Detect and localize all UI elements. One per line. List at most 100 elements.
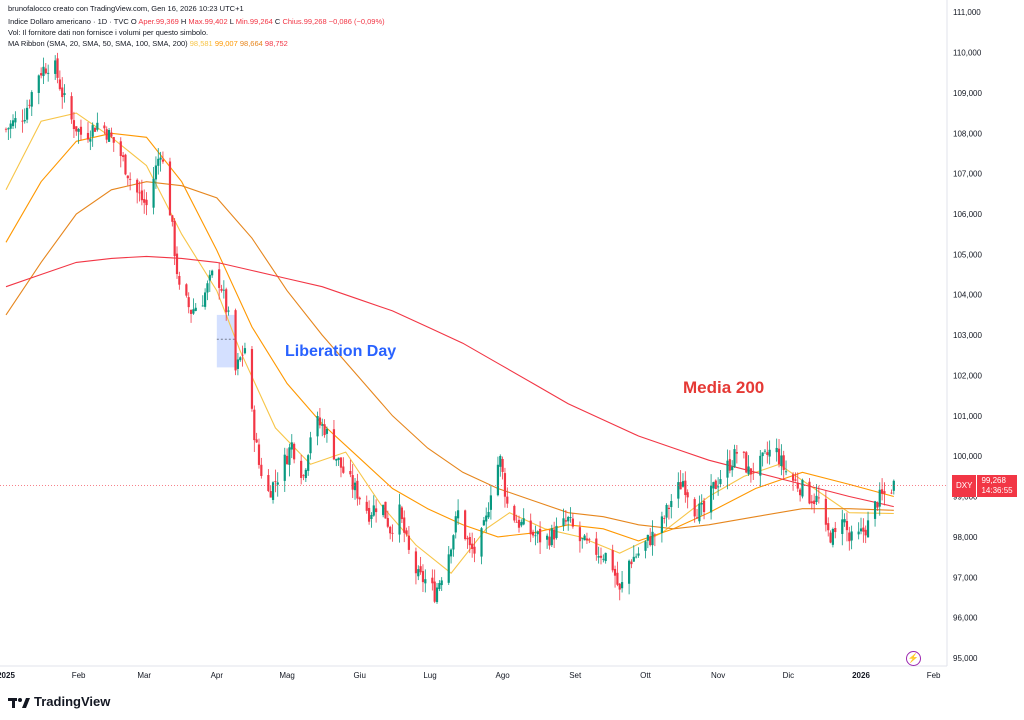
candle-body: [335, 458, 338, 461]
candle-body: [452, 535, 455, 550]
candle-body: [30, 92, 33, 107]
ma100-value: 98,664: [239, 39, 263, 48]
candle-body: [749, 468, 753, 475]
candle-body: [531, 531, 535, 536]
candle-body: [747, 466, 750, 475]
candle-body: [400, 507, 403, 520]
tradingview-logo[interactable]: TradingView: [8, 694, 110, 709]
candle-body: [784, 471, 788, 473]
ma-line-sma-200: [5, 255, 894, 508]
candle-body: [119, 141, 122, 157]
candle-body: [208, 274, 211, 281]
volume-text: Vol: Il fornitore dati non fornisce i vo…: [8, 28, 209, 37]
candle-body: [40, 73, 43, 76]
liberation-day-annotation: Liberation Day: [285, 343, 397, 360]
candle-body: [864, 529, 867, 536]
ma20-value: 98,581: [189, 39, 213, 48]
candle-body: [513, 505, 516, 521]
candle-body: [300, 460, 303, 478]
y-tick-label: 101,000: [953, 412, 982, 421]
candle-body: [79, 126, 83, 135]
y-tick-label: 103,000: [953, 331, 982, 340]
candle-body: [339, 457, 343, 468]
candle-body: [225, 289, 228, 313]
candle-body: [159, 157, 162, 160]
candle-body: [58, 79, 61, 90]
open-value: Aper.99,369: [138, 17, 179, 26]
candle-body: [274, 481, 277, 483]
candle-body: [471, 543, 474, 549]
ma50-value: 99,007: [214, 39, 238, 48]
candle-body: [714, 480, 717, 490]
candle-body: [550, 528, 553, 546]
x-tick-label: Ott: [640, 671, 651, 680]
candle-body: [878, 489, 881, 507]
candle-body: [323, 424, 326, 436]
candle-body: [257, 444, 261, 465]
candle-body: [168, 161, 172, 216]
candle-body: [194, 307, 197, 311]
candle-body: [110, 132, 113, 137]
candle-body: [632, 556, 635, 562]
chart-credit: brunofalocco creato con TradingView.com,…: [8, 3, 244, 14]
candle-body: [37, 75, 40, 93]
candle-body: [421, 571, 425, 583]
candle-body: [309, 437, 312, 454]
candle-body: [735, 452, 738, 454]
candle-body: [567, 517, 570, 522]
candle-body: [187, 297, 190, 308]
price-tag-symbol: DXY: [952, 474, 978, 497]
candle-body: [316, 415, 319, 437]
candle-body: [782, 455, 785, 471]
candle-body: [520, 521, 523, 526]
candle-body: [651, 531, 654, 546]
candle-body: [763, 450, 767, 452]
candle-body: [54, 60, 57, 74]
low-value: Min.99,264: [235, 17, 273, 26]
candle-body: [698, 503, 701, 522]
candle-body: [597, 556, 600, 558]
candle-body: [293, 443, 296, 460]
candle-body: [834, 527, 837, 533]
candle-body: [332, 429, 336, 460]
candle-body: [499, 455, 502, 467]
candle-body: [534, 535, 537, 537]
media-200-annotation: Media 200: [683, 378, 765, 397]
candle-body: [515, 521, 518, 523]
candle-body: [138, 192, 141, 194]
candle-body: [726, 460, 729, 478]
ma200-value: 98,752: [264, 39, 288, 48]
candle-body: [414, 551, 418, 574]
candle-body: [358, 497, 361, 500]
candle-body: [613, 568, 617, 576]
close-value: Chius.99,268: [282, 17, 327, 26]
candle-body: [799, 489, 802, 496]
candle-body: [457, 510, 460, 519]
candle-body: [646, 534, 649, 541]
candle-body: [581, 538, 584, 540]
candle-body: [63, 93, 66, 95]
candle-body: [468, 537, 471, 546]
ma-ribbon-label[interactable]: MA Ribbon (SMA, 20, SMA, 50, SMA, 100, S…: [8, 39, 188, 48]
candle-body: [112, 137, 115, 143]
candle-body: [129, 178, 132, 180]
y-tick-label: 108,000: [953, 129, 982, 138]
candle-body: [372, 505, 375, 516]
candle-body: [157, 158, 160, 166]
candle-body: [464, 510, 467, 540]
candle-body: [175, 253, 179, 275]
candle-body: [44, 68, 47, 74]
candle-body: [775, 447, 778, 453]
candle-body: [61, 87, 64, 98]
candle-body: [77, 129, 80, 132]
candle-body: [742, 451, 745, 453]
credit-text: brunofalocco creato con TradingView.com,…: [8, 4, 244, 13]
x-tick-label: Feb: [927, 671, 941, 680]
candle-body: [204, 292, 207, 307]
candle-body: [815, 495, 818, 502]
lightning-icon[interactable]: ⚡: [906, 651, 921, 666]
y-tick-label: 109,000: [953, 89, 982, 98]
symbol-name[interactable]: Indice Dollaro americano · 1D · TVC: [8, 17, 129, 26]
candle-body: [801, 479, 804, 497]
